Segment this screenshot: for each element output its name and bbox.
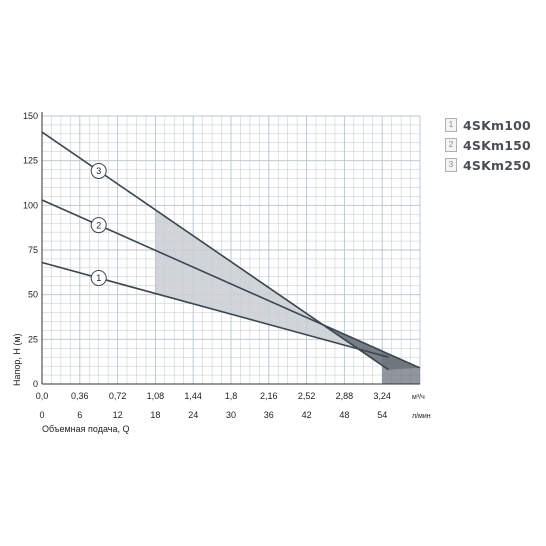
- y-tick-label: 25: [28, 334, 38, 344]
- y-tick-label: 125: [23, 156, 38, 166]
- x-tick-labels-m3h: 0,0 0,36 0,72 1,08 1,44 1,8 2,16 2,52 2,88 3,24: [36, 391, 391, 401]
- x-tick-label-m3h: 2,16: [260, 391, 278, 401]
- y-tick-label: 50: [28, 290, 38, 300]
- x-tick-label-lmin: 12: [113, 410, 123, 420]
- x-tick-label-m3h: 0,72: [109, 391, 127, 401]
- x-tick-label-lmin: 48: [339, 410, 349, 420]
- x-tick-label-lmin: 6: [77, 410, 82, 420]
- shaded-area-tail: [382, 351, 420, 384]
- series-marker-2: [90, 217, 107, 234]
- x-tick-label-lmin: 54: [377, 410, 387, 420]
- legend-number-1: 1: [445, 118, 457, 132]
- y-axis-label: Напор, Н (м): [12, 333, 22, 386]
- y-tick-label: 0: [33, 379, 38, 389]
- y-tick-label: 75: [28, 245, 38, 255]
- series-marker-3: [90, 162, 107, 179]
- legend-label-4skm250: 4SKm250: [463, 157, 531, 173]
- series-marker-label-1: 1: [96, 273, 101, 283]
- series-marker-label-3: 3: [96, 166, 101, 176]
- x-tick-label-lmin: 18: [150, 410, 160, 420]
- x-tick-label-m3h: 0,0: [36, 391, 49, 401]
- axes: [41, 112, 420, 385]
- legend: 1 4SKm100 2 4SKm150 3 4SKm250: [445, 116, 545, 176]
- legend-label-4skm100: 4SKm100: [463, 117, 531, 133]
- shaded-area: [155, 209, 383, 356]
- legend-item-4skm100: 1 4SKm100: [445, 116, 545, 134]
- legend-item-4skm150: 2 4SKm150: [445, 136, 545, 154]
- series-marker-label-2: 2: [96, 220, 101, 230]
- x-tick-label-lmin: 30: [226, 410, 236, 420]
- x-tick-label-lmin: 42: [302, 410, 312, 420]
- x-unit-lmin: л/мин: [412, 413, 431, 420]
- y-tick-label: 150: [23, 111, 38, 121]
- x-tick-label-lmin: 36: [264, 410, 274, 420]
- x-tick-label-lmin: 24: [188, 410, 198, 420]
- x-tick-label-m3h: 1,44: [184, 391, 202, 401]
- legend-number-2: 2: [445, 138, 457, 152]
- x-unit-m3h: м³/ч: [412, 394, 425, 401]
- x-tick-labels-lmin: 0 6 12 18 24 30 36 42 48 54: [39, 410, 387, 420]
- y-tick-labels: 150 125 100 75 50 25 0: [23, 111, 38, 389]
- legend-number-3: 3: [445, 158, 457, 172]
- x-axis-label: Объемная подача, Q: [42, 424, 129, 434]
- y-tick-label: 100: [23, 200, 38, 210]
- x-tick-label-m3h: 2,88: [336, 391, 354, 401]
- x-tick-label-lmin: 0: [39, 410, 44, 420]
- x-tick-label-m3h: 2,52: [298, 391, 316, 401]
- legend-item-4skm250: 3 4SKm250: [445, 156, 545, 174]
- x-tick-label-m3h: 1,08: [147, 391, 165, 401]
- x-tick-label-m3h: 3,24: [373, 391, 391, 401]
- series-markers: 1 2 3: [90, 162, 107, 287]
- legend-label-4skm150: 4SKm150: [463, 137, 531, 153]
- series-marker-1: [90, 270, 107, 287]
- x-tick-label-m3h: 0,36: [71, 391, 89, 401]
- x-tick-label-m3h: 1,8: [225, 391, 238, 401]
